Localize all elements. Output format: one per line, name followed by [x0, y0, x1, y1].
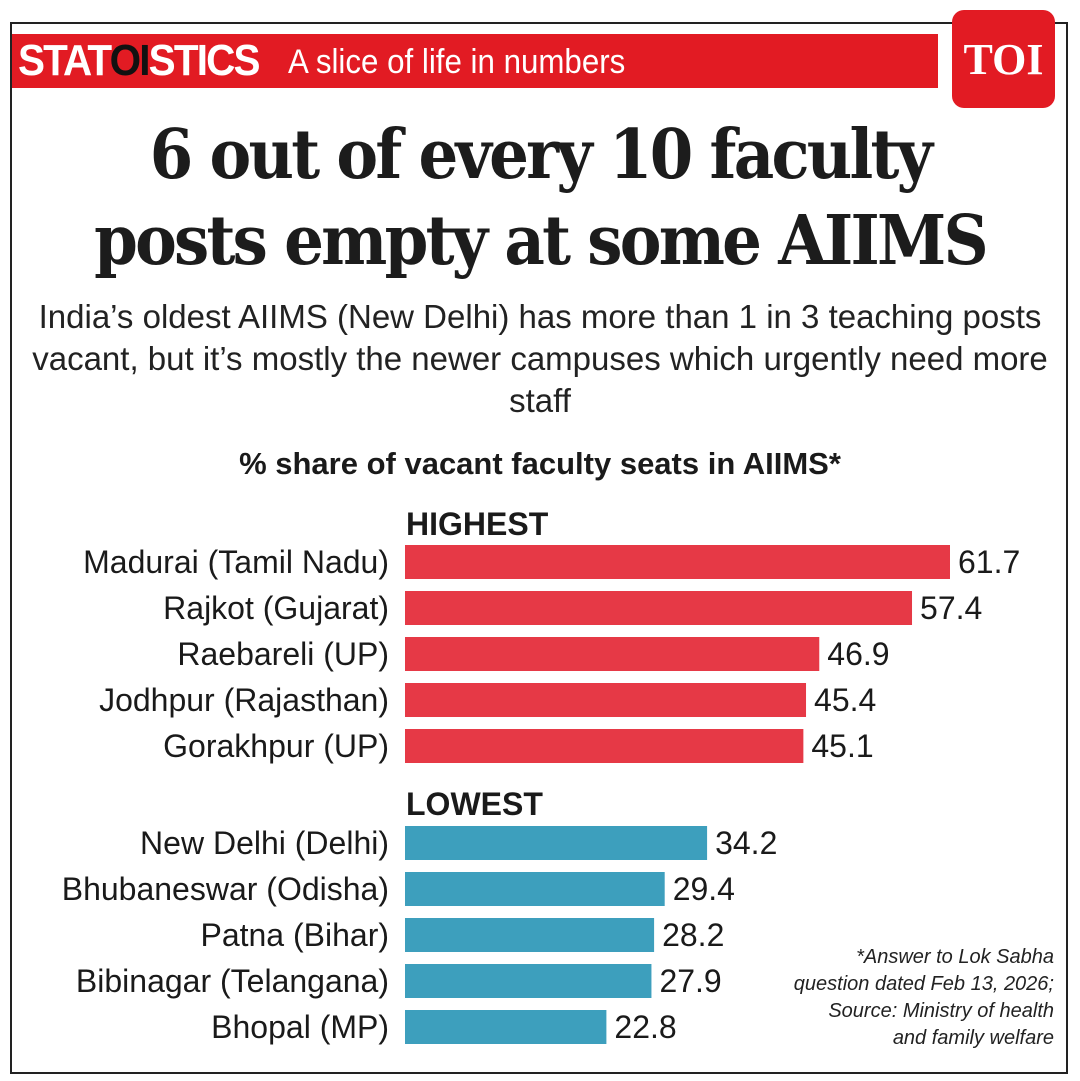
bar-bhopal-mp [405, 1010, 607, 1044]
category-label-raebareli-up: Raebareli (UP) [177, 636, 389, 672]
category-label-patna-bihar: Patna (Bihar) [200, 917, 389, 953]
bar-rajkot-gujarat [405, 591, 913, 625]
header-banner [12, 34, 938, 88]
bar-bibinagar-telangana [405, 964, 652, 998]
bar-bhubaneswar-odisha [405, 872, 665, 906]
value-label-bhubaneswar-odisha: 29.4 [673, 871, 735, 907]
value-label-bibinagar-telangana: 27.9 [659, 963, 721, 999]
bar-madurai-tamil-nadu [405, 545, 950, 579]
bar-raebareli-up [405, 637, 820, 671]
category-label-gorakhpur-up: Gorakhpur (UP) [163, 728, 389, 764]
subtitle: India’s oldest AIIMS (New Delhi) has mor… [32, 298, 1048, 419]
footnote-line-1: *Answer to Lok Sabha [856, 946, 1054, 968]
headline-line-1: 6 out of every 10 faculty [149, 115, 933, 195]
headline: 6 out of every 10 faculty posts empty at… [0, 112, 1080, 284]
footnote-line-2: question dated Feb 13, 2026; [793, 973, 1054, 995]
bar-patna-bihar [405, 918, 655, 952]
chart-title: % share of vacant faculty seats in AIIMS… [239, 446, 841, 481]
category-label-madurai-tamil-nadu: Madurai (Tamil Nadu) [83, 544, 389, 580]
value-label-new-delhi-delhi: 34.2 [715, 825, 777, 861]
brand-post: STICS [148, 36, 261, 85]
value-label-jodhpur-rajasthan: 45.4 [814, 682, 876, 718]
category-label-bhubaneswar-odisha: Bhubaneswar (Odisha) [62, 871, 389, 907]
category-label-rajkot-gujarat: Rajkot (Gujarat) [163, 590, 389, 626]
bar-jodhpur-rajasthan [405, 683, 807, 717]
value-label-gorakhpur-up: 45.1 [811, 728, 873, 764]
category-label-bibinagar-telangana: Bibinagar (Telangana) [76, 963, 389, 999]
value-label-bhopal-mp: 22.8 [614, 1009, 676, 1045]
headline-line-2: posts empty at some AIIMS [94, 201, 989, 281]
toi-logo: TOI [952, 10, 1055, 108]
header-tagline: A slice of life in numbers [288, 43, 626, 81]
bar-new-delhi-delhi [405, 826, 708, 860]
bar-gorakhpur-up [405, 729, 804, 763]
brand-wordmark: STATOISTICS [18, 34, 261, 88]
value-label-rajkot-gujarat: 57.4 [920, 590, 982, 626]
section-label-lowest: LOWEST [406, 786, 543, 822]
category-label-new-delhi-delhi: New Delhi (Delhi) [140, 825, 389, 861]
value-label-raebareli-up: 46.9 [827, 636, 889, 672]
footnote-line-4: and family welfare [892, 1027, 1054, 1049]
brand-pre: STAT [18, 36, 111, 85]
category-label-jodhpur-rajasthan: Jodhpur (Rajasthan) [99, 682, 389, 718]
value-label-patna-bihar: 28.2 [662, 917, 724, 953]
value-label-madurai-tamil-nadu: 61.7 [958, 544, 1020, 580]
brand-mid: OI [109, 36, 151, 85]
footnote: *Answer to Lok Sabha question dated Feb … [740, 944, 1054, 1052]
section-label-highest: HIGHEST [406, 506, 549, 542]
category-label-bhopal-mp: Bhopal (MP) [211, 1009, 389, 1045]
footnote-line-3: Source: Ministry of health [828, 1000, 1054, 1022]
